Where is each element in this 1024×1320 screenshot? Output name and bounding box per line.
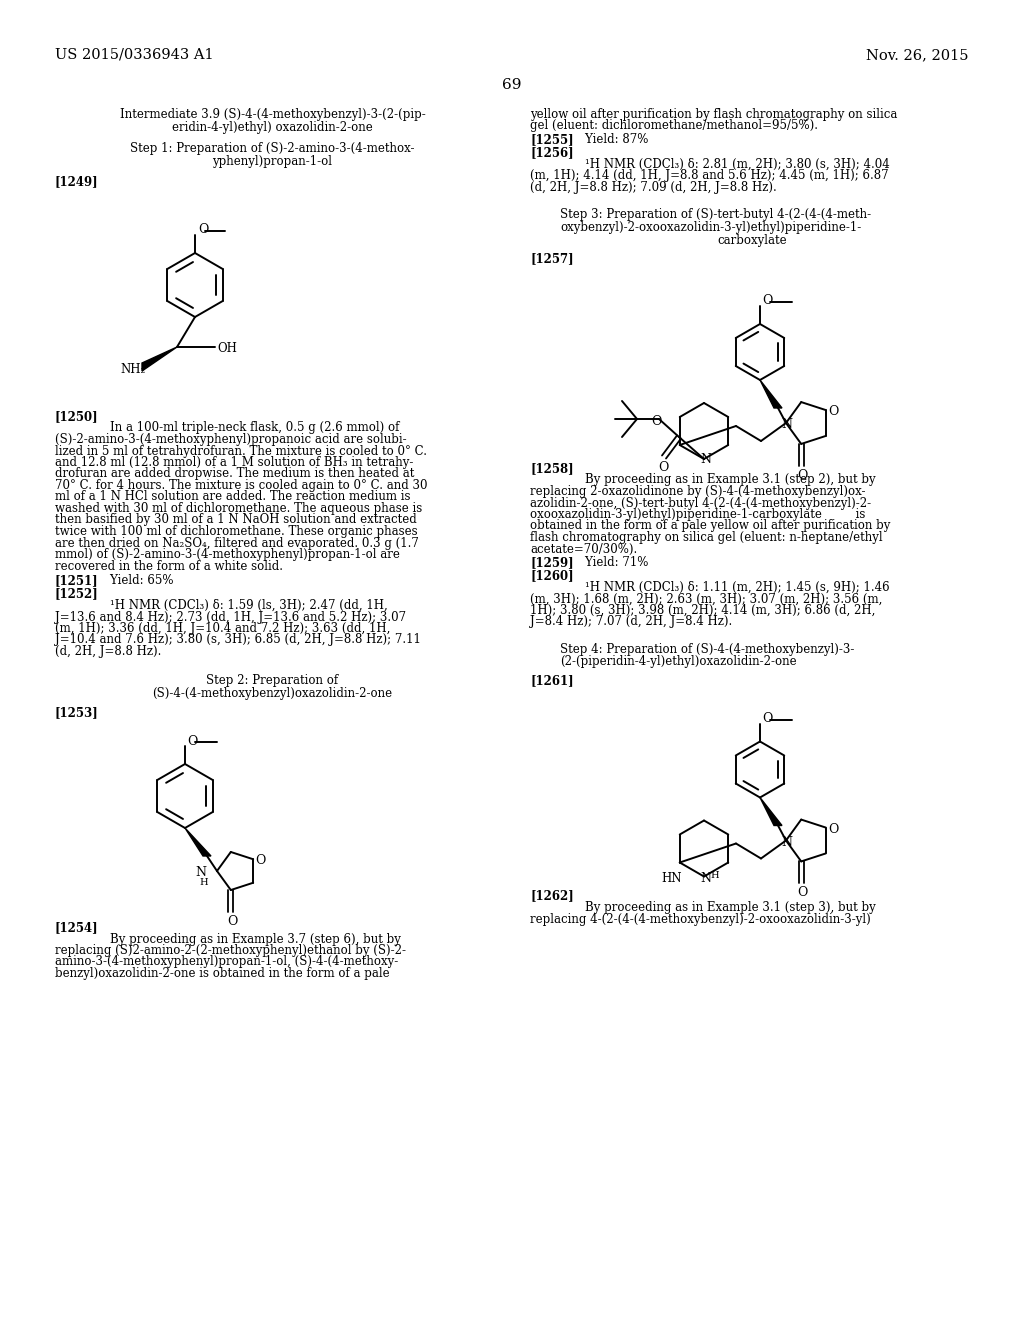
Text: oxybenzyl)-2-oxooxazolidin-3-yl)ethyl)piperidine-1-: oxybenzyl)-2-oxooxazolidin-3-yl)ethyl)pi… xyxy=(560,220,861,234)
Text: O: O xyxy=(798,469,808,482)
Text: mmol) of (S)-2-amino-3-(4-methoxyphenyl)propan-1-ol are: mmol) of (S)-2-amino-3-(4-methoxyphenyl)… xyxy=(55,548,400,561)
Text: azolidin-2-one, (S)-tert-butyl 4-(2-(4-(4-methoxybenzyl)-2-: azolidin-2-one, (S)-tert-butyl 4-(2-(4-(… xyxy=(530,496,871,510)
Text: 70° C. for 4 hours. The mixture is cooled again to 0° C. and 30: 70° C. for 4 hours. The mixture is coole… xyxy=(55,479,427,492)
Text: replacing (S)2-amino-2-(2-methoxyphenyl)ethanol by (S)-2-: replacing (S)2-amino-2-(2-methoxyphenyl)… xyxy=(55,944,406,957)
Text: (m, 1H); 3.36 (dd, 1H, J=10.4 and 7.2 Hz); 3.63 (dd, 1H,: (m, 1H); 3.36 (dd, 1H, J=10.4 and 7.2 Hz… xyxy=(55,622,390,635)
Text: [1256]: [1256] xyxy=(530,147,573,160)
Text: O: O xyxy=(658,461,669,474)
Text: (d, 2H, J=8.8 Hz).: (d, 2H, J=8.8 Hz). xyxy=(55,645,162,657)
Text: By proceeding as in Example 3.7 (step 6), but by: By proceeding as in Example 3.7 (step 6)… xyxy=(95,932,400,945)
Text: O: O xyxy=(798,887,808,899)
Text: (d, 2H, J=8.8 Hz); 7.09 (d, 2H, J=8.8 Hz).: (d, 2H, J=8.8 Hz); 7.09 (d, 2H, J=8.8 Hz… xyxy=(530,181,777,194)
Text: In a 100-ml triple-neck flask, 0.5 g (2.6 mmol) of: In a 100-ml triple-neck flask, 0.5 g (2.… xyxy=(95,421,399,434)
Text: (S)-4-(4-methoxybenzyl)oxazolidin-2-one: (S)-4-(4-methoxybenzyl)oxazolidin-2-one xyxy=(153,686,392,700)
Text: yphenyl)propan-1-ol: yphenyl)propan-1-ol xyxy=(213,154,333,168)
Text: O: O xyxy=(827,822,839,836)
Text: O: O xyxy=(762,294,772,308)
Text: Yield: 71%: Yield: 71% xyxy=(570,556,648,569)
Text: Intermediate 3.9 (S)-4-(4-methoxybenzyl)-3-(2-(pip-: Intermediate 3.9 (S)-4-(4-methoxybenzyl)… xyxy=(120,108,425,121)
Text: O: O xyxy=(227,915,238,928)
Text: [1254]: [1254] xyxy=(55,921,98,935)
Polygon shape xyxy=(760,380,782,408)
Text: H: H xyxy=(199,878,208,887)
Text: carboxylate: carboxylate xyxy=(718,234,787,247)
Text: By proceeding as in Example 3.1 (step 2), but by: By proceeding as in Example 3.1 (step 2)… xyxy=(570,474,876,487)
Text: By proceeding as in Example 3.1 (step 3), but by: By proceeding as in Example 3.1 (step 3)… xyxy=(570,902,876,913)
Polygon shape xyxy=(142,347,177,371)
Text: [1249]: [1249] xyxy=(55,176,98,187)
Text: N: N xyxy=(700,871,711,884)
Text: [1258]: [1258] xyxy=(530,462,573,475)
Text: and 12.8 ml (12.8 mmol) of a 1 M solution of BH₃ in tetrahy-: and 12.8 ml (12.8 mmol) of a 1 M solutio… xyxy=(55,455,414,469)
Text: acetate=70/30%).: acetate=70/30%). xyxy=(530,543,637,556)
Text: O: O xyxy=(651,414,662,428)
Text: obtained in the form of a pale yellow oil after purification by: obtained in the form of a pale yellow oi… xyxy=(530,520,891,532)
Text: replacing 2-oxazolidinone by (S)-4-(4-methoxybenzyl)ox-: replacing 2-oxazolidinone by (S)-4-(4-me… xyxy=(530,484,865,498)
Text: N: N xyxy=(195,866,206,879)
Text: J=8.4 Hz); 7.07 (d, 2H, J=8.4 Hz).: J=8.4 Hz); 7.07 (d, 2H, J=8.4 Hz). xyxy=(530,615,732,628)
Text: yellow oil after purification by flash chromatography on silica: yellow oil after purification by flash c… xyxy=(530,108,897,121)
Text: NH₂: NH₂ xyxy=(120,363,145,376)
Text: [1250]: [1250] xyxy=(55,411,98,422)
Text: (m, 3H); 1.68 (m, 2H); 2.63 (m, 3H); 3.07 (m, 2H); 3.56 (m,: (m, 3H); 1.68 (m, 2H); 2.63 (m, 3H); 3.0… xyxy=(530,593,883,606)
Text: Yield: 65%: Yield: 65% xyxy=(95,574,173,587)
Text: washed with 30 ml of dichloromethane. The aqueous phase is: washed with 30 ml of dichloromethane. Th… xyxy=(55,502,422,515)
Text: recovered in the form of a white solid.: recovered in the form of a white solid. xyxy=(55,560,283,573)
Polygon shape xyxy=(760,797,782,825)
Text: O: O xyxy=(762,711,772,725)
Text: oxooxazolidin-3-yl)ethyl)piperidine-1-carboxylate         is: oxooxazolidin-3-yl)ethyl)piperidine-1-ca… xyxy=(530,508,865,521)
Text: [1257]: [1257] xyxy=(530,252,573,265)
Text: ml of a 1 N HCl solution are added. The reaction medium is: ml of a 1 N HCl solution are added. The … xyxy=(55,491,411,503)
Text: [1261]: [1261] xyxy=(530,675,573,688)
Text: N: N xyxy=(700,453,711,466)
Text: N: N xyxy=(781,836,792,849)
Text: (2-(piperidin-4-yl)ethyl)oxazolidin-2-one: (2-(piperidin-4-yl)ethyl)oxazolidin-2-on… xyxy=(560,656,797,668)
Text: ¹H NMR (CDCl₃) δ: 1.11 (m, 2H); 1.45 (s, 9H); 1.46: ¹H NMR (CDCl₃) δ: 1.11 (m, 2H); 1.45 (s,… xyxy=(570,581,890,594)
Polygon shape xyxy=(185,828,211,855)
Text: Step 4: Preparation of (S)-4-(4-methoxybenzyl)-3-: Step 4: Preparation of (S)-4-(4-methoxyb… xyxy=(560,643,854,656)
Text: [1260]: [1260] xyxy=(530,569,573,582)
Text: eridin-4-yl)ethyl) oxazolidin-2-one: eridin-4-yl)ethyl) oxazolidin-2-one xyxy=(172,121,373,135)
Text: are then dried on Na₂SO₄, filtered and evaporated. 0.3 g (1.7: are then dried on Na₂SO₄, filtered and e… xyxy=(55,536,419,549)
Text: Step 3: Preparation of (S)-tert-butyl 4-(2-(4-(4-meth-: Step 3: Preparation of (S)-tert-butyl 4-… xyxy=(560,209,871,220)
Text: ¹H NMR (CDCl₃) δ: 1.59 (ls, 3H); 2.47 (dd, 1H,: ¹H NMR (CDCl₃) δ: 1.59 (ls, 3H); 2.47 (d… xyxy=(95,599,388,612)
Text: replacing 4-(2-(4-(4-methoxybenzyl)-2-oxooxazolidin-3-yl): replacing 4-(2-(4-(4-methoxybenzyl)-2-ox… xyxy=(530,912,870,925)
Text: ¹H NMR (CDCl₃) δ: 2.81 (m, 2H); 3.80 (s, 3H); 4.04: ¹H NMR (CDCl₃) δ: 2.81 (m, 2H); 3.80 (s,… xyxy=(570,158,890,172)
Text: flash chromatography on silica gel (eluent: n-heptane/ethyl: flash chromatography on silica gel (elue… xyxy=(530,531,883,544)
Text: N: N xyxy=(781,418,792,432)
Text: O: O xyxy=(198,223,208,236)
Text: Step 2: Preparation of: Step 2: Preparation of xyxy=(207,675,339,686)
Text: Nov. 26, 2015: Nov. 26, 2015 xyxy=(866,48,969,62)
Text: Yield: 87%: Yield: 87% xyxy=(570,133,648,147)
Text: lized in 5 ml of tetrahydrofuran. The mixture is cooled to 0° C.: lized in 5 ml of tetrahydrofuran. The mi… xyxy=(55,445,427,458)
Text: benzyl)oxazolidin-2-one is obtained in the form of a pale: benzyl)oxazolidin-2-one is obtained in t… xyxy=(55,968,389,979)
Text: (S)-2-amino-3-(4-methoxyphenyl)propanoic acid are solubi-: (S)-2-amino-3-(4-methoxyphenyl)propanoic… xyxy=(55,433,407,446)
Text: O: O xyxy=(187,735,198,748)
Text: H: H xyxy=(710,871,719,880)
Text: (m, 1H); 4.14 (dd, 1H, J=8.8 and 5.6 Hz); 4.45 (m, 1H); 6.87: (m, 1H); 4.14 (dd, 1H, J=8.8 and 5.6 Hz)… xyxy=(530,169,889,182)
Text: 69: 69 xyxy=(502,78,522,92)
Text: Step 1: Preparation of (S)-2-amino-3-(4-methox-: Step 1: Preparation of (S)-2-amino-3-(4-… xyxy=(130,143,415,154)
Text: US 2015/0336943 A1: US 2015/0336943 A1 xyxy=(55,48,214,62)
Text: [1259]: [1259] xyxy=(530,556,573,569)
Text: drofuran are added dropwise. The medium is then heated at: drofuran are added dropwise. The medium … xyxy=(55,467,415,480)
Text: HN: HN xyxy=(662,871,682,884)
Text: [1262]: [1262] xyxy=(530,890,573,903)
Text: amino-3-(4-methoxyphenyl)propan-1-ol, (S)-4-(4-methoxy-: amino-3-(4-methoxyphenyl)propan-1-ol, (S… xyxy=(55,956,398,969)
Text: gel (eluent: dichloromethane/methanol=95/5%).: gel (eluent: dichloromethane/methanol=95… xyxy=(530,120,818,132)
Text: [1251]: [1251] xyxy=(55,574,98,587)
Text: J=10.4 and 7.6 Hz); 3.80 (s, 3H); 6.85 (d, 2H, J=8.8 Hz); 7.11: J=10.4 and 7.6 Hz); 3.80 (s, 3H); 6.85 (… xyxy=(55,634,421,647)
Text: twice with 100 ml of dichloromethane. These organic phases: twice with 100 ml of dichloromethane. Th… xyxy=(55,525,418,539)
Text: then basified by 30 ml of a 1 N NaOH solution and extracted: then basified by 30 ml of a 1 N NaOH sol… xyxy=(55,513,417,527)
Text: OH: OH xyxy=(217,342,237,355)
Text: [1252]: [1252] xyxy=(55,587,98,601)
Text: 1H); 3.80 (s, 3H); 3.98 (m, 2H); 4.14 (m, 3H); 6.86 (d, 2H,: 1H); 3.80 (s, 3H); 3.98 (m, 2H); 4.14 (m… xyxy=(530,605,876,616)
Text: [1253]: [1253] xyxy=(55,706,98,719)
Text: [1255]: [1255] xyxy=(530,133,573,147)
Text: J=13.6 and 8.4 Hz); 2.73 (dd, 1H, J=13.6 and 5.2 Hz); 3.07: J=13.6 and 8.4 Hz); 2.73 (dd, 1H, J=13.6… xyxy=(55,610,407,623)
Text: O: O xyxy=(255,854,265,867)
Text: O: O xyxy=(827,405,839,418)
